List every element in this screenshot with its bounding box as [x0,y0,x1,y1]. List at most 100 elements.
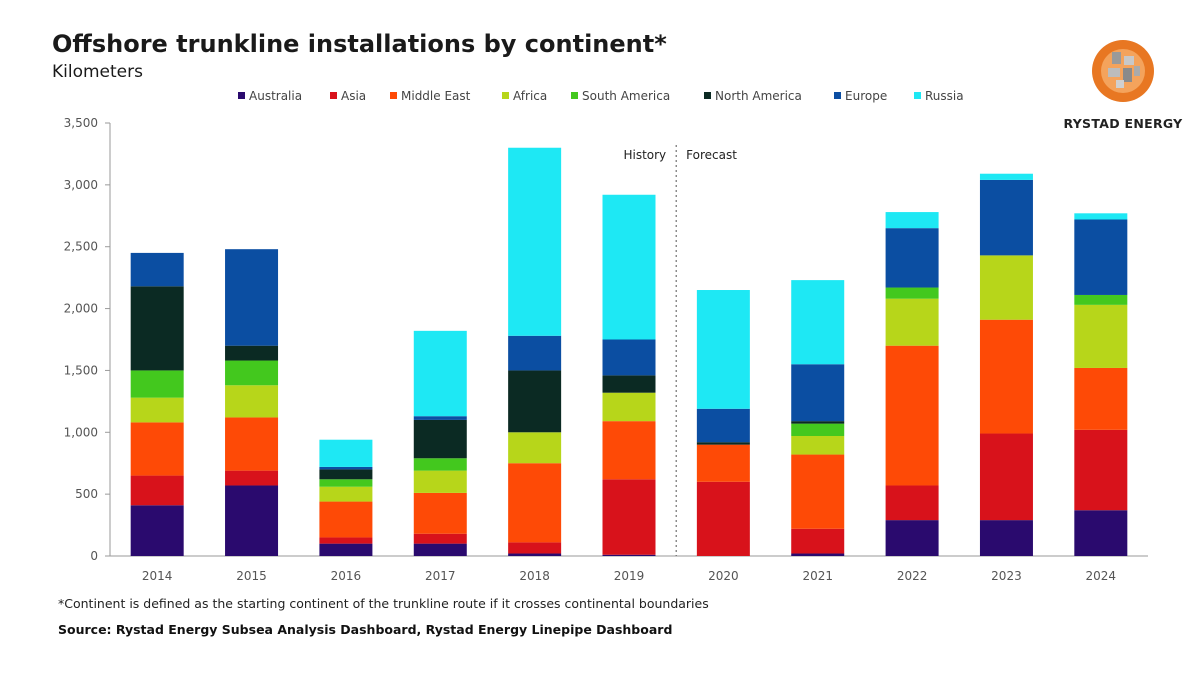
forecast-label: Forecast [686,148,737,162]
bar-segment-africa [1074,304,1128,368]
bar-segment-asia [130,475,184,506]
legend-swatch-south-america [571,92,578,99]
bar-segment-south-america [130,370,184,398]
chart-title: Offshore trunkline installations by cont… [52,30,667,58]
x-tick-label: 2023 [991,569,1022,583]
bar-segment-africa [791,435,845,455]
bar-segment-middle-east [1074,367,1128,430]
bar-segment-australia [319,543,373,556]
y-tick-label: 3,500 [64,116,98,130]
bar-segment-russia [1074,213,1128,220]
bar-segment-russia [319,439,373,467]
bar-segment-middle-east [791,454,845,529]
x-tick-label: 2021 [802,569,833,583]
legend-label-north-america: North America [715,89,802,103]
bar-segment-south-america [1074,294,1128,305]
bar-segment-europe [791,364,845,422]
bar-segment-south-america [413,458,467,471]
legend-swatch-asia [330,92,337,99]
bar-segment-africa [319,486,373,502]
bar-segment-middle-east [413,492,467,534]
bar-segment-asia [508,542,562,554]
x-tick-label: 2024 [1086,569,1117,583]
bar-segment-north-america [413,419,467,459]
legend-swatch-middle-east [390,92,397,99]
bar-segment-russia [885,212,939,229]
bar-segment-asia [979,433,1033,521]
bar-segment-asia [602,479,656,555]
legend-label-asia: Asia [341,89,366,103]
legend-swatch-russia [914,92,921,99]
bar-segment-europe [696,408,750,443]
bar-segment-asia [885,485,939,521]
bar-segment-middle-east [696,444,750,482]
bar-segment-middle-east [508,463,562,543]
bar-segment-africa [979,255,1033,320]
bar-segment-europe [508,335,562,371]
bar-segment-africa [225,385,279,418]
bar-segment-europe [885,228,939,288]
x-tick-label: 2020 [708,569,739,583]
bar-segment-north-america [696,442,750,445]
bar-segment-north-america [319,469,373,480]
bar-segment-europe [319,466,373,470]
bar-segment-europe [979,179,1033,256]
bar-segment-russia [696,290,750,409]
y-tick-label: 3,000 [64,178,98,192]
bar-segment-africa [413,470,467,493]
legend-label-africa: Africa [513,89,547,103]
bar-segment-russia [791,280,845,365]
bar-segment-africa [508,432,562,464]
legend-label-middle-east: Middle East [401,89,471,103]
bar-segment-australia [791,553,845,556]
x-tick-label: 2017 [425,569,456,583]
bar-segment-middle-east [979,319,1033,434]
globe-logo-icon [1092,40,1154,102]
bar-segment-africa [130,397,184,423]
y-tick-label: 1,000 [64,425,98,439]
bar-segment-europe [1074,219,1128,295]
bar-segment-asia [696,481,750,556]
legend-swatch-africa [502,92,509,99]
bar-segment-africa [602,392,656,422]
bar-segment-australia [885,520,939,556]
chart-subtitle: Kilometers [52,62,143,82]
bar-segment-australia [1074,510,1128,556]
x-tick-label: 2018 [519,569,550,583]
bar-segment-asia [791,528,845,554]
legend-label-australia: Australia [249,89,302,103]
bar-segment-south-america [885,287,939,299]
legend-swatch-europe [834,92,841,99]
y-tick-label: 1,500 [64,363,98,377]
bar-segment-south-america [791,423,845,436]
bar-segment-australia [130,505,184,556]
bar-segment-middle-east [225,417,279,471]
source-note: Source: Rystad Energy Subsea Analysis Da… [58,622,673,637]
legend-label-russia: Russia [925,89,964,103]
bar-segment-russia [979,173,1033,180]
bar-segment-asia [225,470,279,486]
legend-swatch-north-america [704,92,711,99]
bar-segment-north-america [508,370,562,433]
bar-segment-north-america [225,345,279,361]
bar-segment-europe [602,339,656,376]
bar-segment-russia [508,147,562,336]
bar-segment-australia [602,554,656,556]
bar-segment-north-america [602,375,656,393]
bar-segment-europe [130,252,184,287]
history-label: History [623,148,666,162]
legend-label-south-america: South America [582,89,670,103]
y-tick-label: 2,500 [64,240,98,254]
x-tick-label: 2014 [142,569,173,583]
bar-segment-asia [319,537,373,544]
x-tick-label: 2019 [614,569,645,583]
bar-segment-russia [602,194,656,340]
legend-label-europe: Europe [845,89,887,103]
y-tick-label: 500 [75,487,98,501]
bar-segment-north-america [791,421,845,424]
bar-segment-middle-east [319,501,373,538]
rystad-logo: RYSTAD ENERGY [1058,36,1188,136]
bar-segment-asia [413,533,467,544]
bar-segment-australia [508,553,562,556]
bar-segment-middle-east [130,422,184,476]
